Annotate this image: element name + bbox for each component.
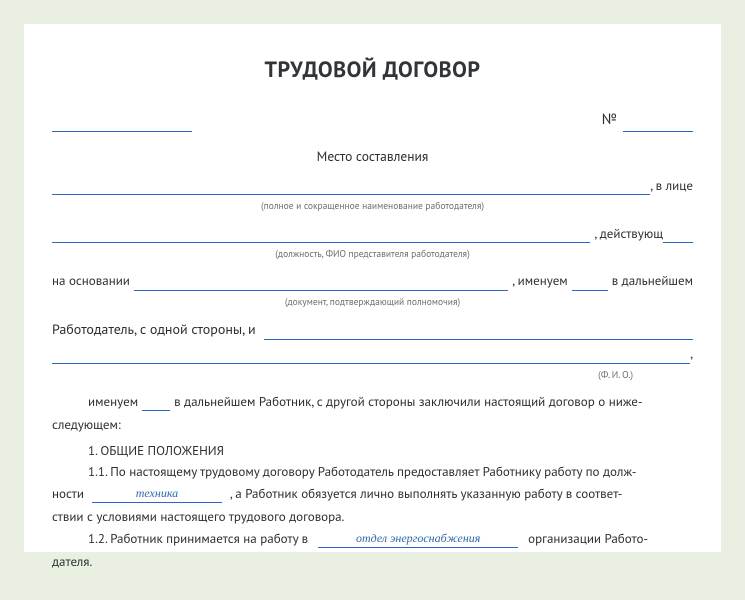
blank-representative[interactable] (52, 229, 590, 243)
employer-row: , в лице (52, 176, 693, 196)
employer-side-row: Работодатель, с одной стороны, и (52, 319, 693, 340)
blank-worker-suffix[interactable] (142, 397, 170, 411)
text-vlitse: , в лице (650, 176, 693, 196)
representative-row: , действующ (52, 224, 693, 244)
p-1-1-b-prefix: ности (52, 484, 84, 504)
blank-basis-suffix[interactable] (572, 277, 608, 291)
blank-acting-suffix[interactable] (663, 229, 693, 243)
text-basis-suffix: в дальнейшем (612, 271, 693, 291)
p-1-2-suffix: организации Работо- (528, 529, 648, 549)
blank-number[interactable] (623, 118, 693, 132)
text-worker-p1: именуем (88, 392, 138, 412)
text-acting: , действующ (594, 224, 663, 244)
text-basis-prefix: на основании (52, 271, 130, 291)
blank-worker-name-1[interactable] (264, 326, 693, 340)
worker-name-row-2: , (52, 344, 693, 364)
fill-department[interactable]: отдел энергоснабжения (318, 532, 518, 548)
worker-clause-row: именуем в дальнейшем Работник, с другой … (52, 392, 693, 412)
text-worker-p2: в дальнейшем Работник, с другой стороны … (174, 392, 693, 412)
blank-worker-name-2[interactable] (52, 350, 690, 364)
hint-representative: (должность, ФИО представителя работодате… (52, 247, 693, 261)
fill-position[interactable]: техника (92, 487, 222, 503)
section-1-head: 1. ОБЩИЕ ПОЛОЖЕНИЯ (52, 441, 693, 461)
hint-fio: (Ф. И. О.) (52, 368, 693, 382)
p-1-1-b-row: ности техника , а Работник обязуется лич… (52, 484, 693, 504)
hint-employer: (полное и сокращенное наименование работ… (52, 199, 693, 213)
doc-title: ТРУДОВОЙ ДОГОВОР (52, 54, 693, 87)
header-number-row: № (52, 109, 693, 132)
fill-department-text: отдел энергоснабжения (318, 529, 518, 547)
text-employer-side: Работодатель, с одной стороны, и (52, 319, 256, 340)
text-comma: , (690, 344, 693, 364)
blank-date[interactable] (52, 118, 192, 132)
p-1-1-b-suffix: , а Работник обязуется лично выполнять у… (230, 484, 622, 504)
place-label: Место составления (52, 146, 693, 166)
p-1-2-prefix: 1.2. Работник принимается на работу в (88, 529, 308, 549)
p-1-2-last: дателя. (52, 552, 693, 572)
document-page: ТРУДОВОЙ ДОГОВОР № Место составления , в… (24, 24, 721, 552)
number-label: № (602, 109, 617, 132)
p-1-2-row: 1.2. Работник принимается на работу в от… (52, 529, 693, 549)
blank-employer-name[interactable] (52, 181, 650, 195)
p-1-1-c: ствии с условиями настоящего трудового д… (52, 507, 693, 527)
text-worker-p3: следующем: (52, 415, 693, 435)
fill-position-text: техника (92, 484, 222, 502)
blank-basis-doc[interactable] (134, 277, 508, 291)
p-1-1-a: 1.1. По настоящему трудовому договору Ра… (52, 462, 693, 482)
basis-row: на основании , именуем в дальнейшем (52, 271, 693, 291)
hint-basis: (документ, подтверждающий полномочия) (52, 295, 693, 309)
text-basis-mid: , именуем (512, 271, 567, 291)
